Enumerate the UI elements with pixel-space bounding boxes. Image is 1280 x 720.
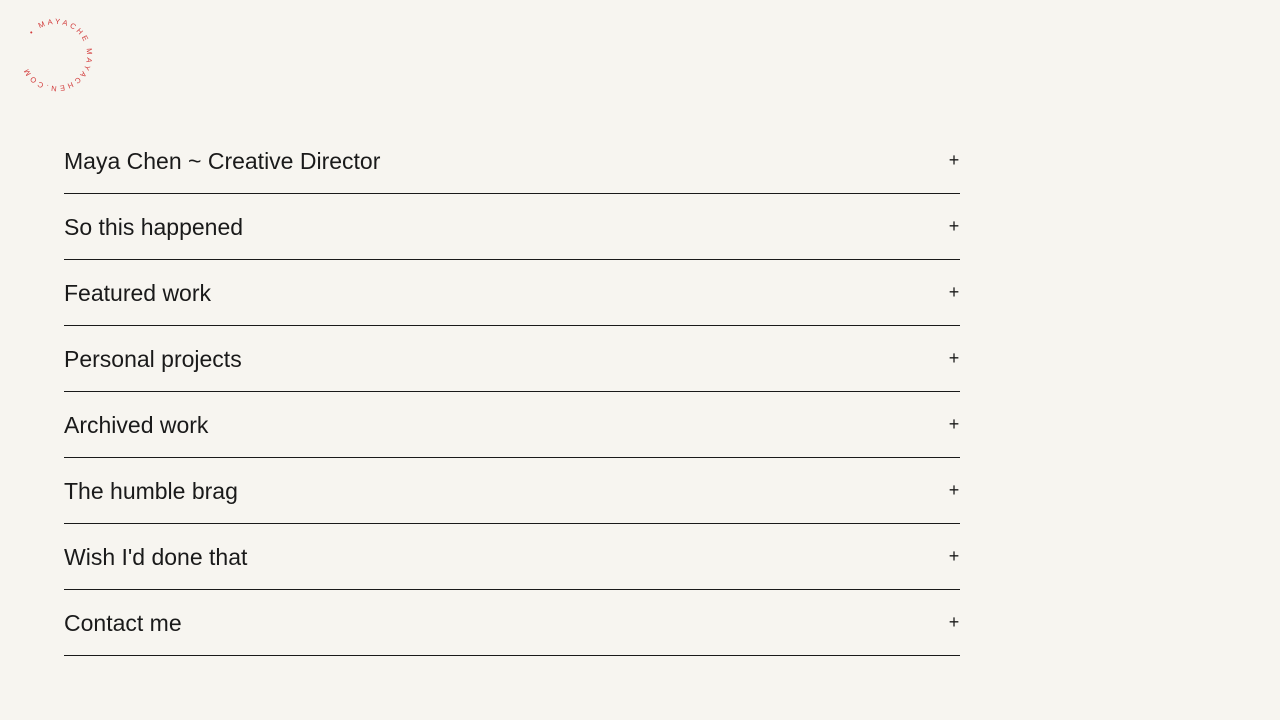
accordion-item-so-this-happened[interactable]: So this happened + (64, 194, 960, 260)
plus-icon[interactable]: + (948, 546, 960, 566)
logo[interactable]: • MAYACHE MAYACHEN.COM (16, 15, 96, 95)
item-label: Maya Chen ~ Creative Director (64, 147, 381, 174)
accordion-item-humble-brag[interactable]: The humble brag + (64, 458, 960, 524)
plus-icon[interactable]: + (948, 216, 960, 236)
accordion-menu: Maya Chen ~ Creative Director + So this h… (64, 128, 960, 656)
plus-icon[interactable]: + (948, 612, 960, 632)
accordion-item-archived-work[interactable]: Archived work + (64, 392, 960, 458)
accordion-item-wish-id-done-that[interactable]: Wish I'd done that + (64, 524, 960, 590)
accordion-item-personal-projects[interactable]: Personal projects + (64, 326, 960, 392)
item-label: The humble brag (64, 477, 238, 504)
plus-icon[interactable]: + (948, 150, 960, 170)
plus-icon[interactable]: + (948, 414, 960, 434)
item-label: Featured work (64, 279, 212, 306)
item-label: So this happened (64, 213, 244, 240)
plus-icon[interactable]: + (948, 282, 960, 302)
item-label: Archived work (64, 411, 209, 438)
accordion-item-featured-work[interactable]: Featured work + (64, 260, 960, 326)
plus-icon[interactable]: + (948, 348, 960, 368)
accordion-item-about[interactable]: Maya Chen ~ Creative Director + (64, 128, 960, 194)
logo-text: • MAYACHE MAYACHEN.COM (21, 17, 95, 93)
item-label: Wish I'd done that (64, 543, 248, 570)
item-label: Personal projects (64, 345, 242, 372)
item-label: Contact me (64, 609, 182, 636)
plus-icon[interactable]: + (948, 480, 960, 500)
accordion-item-contact[interactable]: Contact me + (64, 590, 960, 656)
circular-logo-mark: • MAYACHE MAYACHEN.COM (21, 17, 95, 93)
